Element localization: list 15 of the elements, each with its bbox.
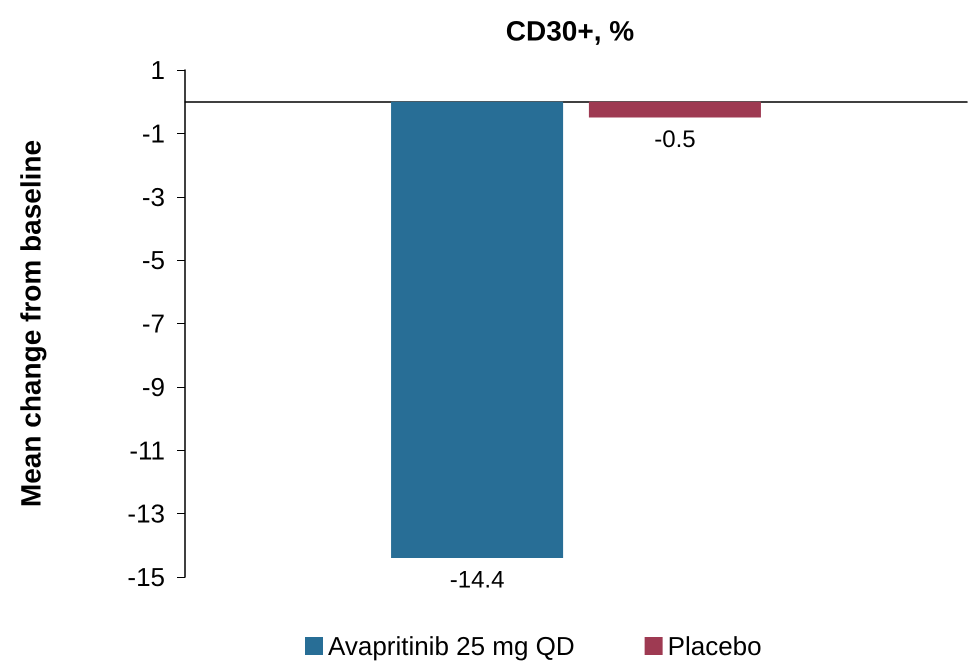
- y-tick-label: -1: [142, 118, 165, 148]
- y-tick-label: -3: [142, 182, 165, 212]
- y-tick-label: -15: [127, 562, 165, 592]
- data-label: -14.4: [450, 566, 504, 594]
- y-tick-label: -7: [142, 308, 165, 338]
- y-tick-label: 1: [150, 55, 165, 85]
- chart-title: CD30+, %: [506, 16, 634, 46]
- y-tick-label: -13: [127, 498, 165, 529]
- legend-label: Placebo: [668, 631, 762, 661]
- data-label: -0.5: [654, 126, 696, 154]
- legend-label: Avapritinib 25 mg QD: [328, 631, 575, 661]
- y-axis-title: Mean change from baseline: [16, 140, 46, 508]
- y-tick-label: -9: [142, 372, 165, 402]
- y-tick-label: -11: [129, 435, 165, 466]
- y-tick-label: -5: [142, 245, 165, 276]
